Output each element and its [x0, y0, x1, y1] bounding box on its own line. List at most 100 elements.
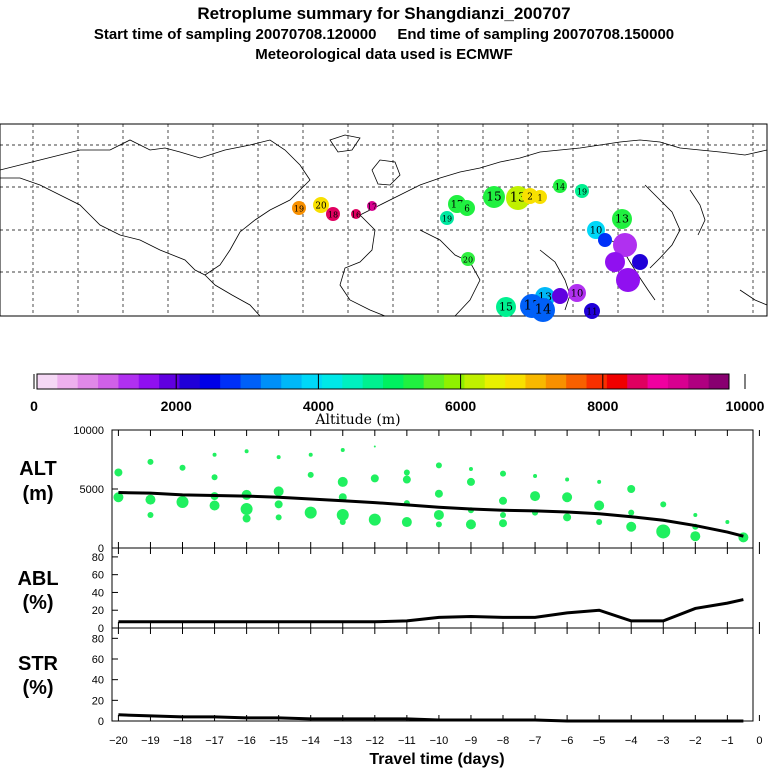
colorbar-cell [37, 374, 58, 389]
map-marker [616, 268, 640, 292]
str-ylabel-2: (%) [22, 677, 53, 699]
alt-point [433, 509, 444, 520]
x-tick-label: −4 [625, 735, 638, 747]
alt-point [465, 519, 476, 530]
alt-point [273, 486, 284, 497]
map-marker [531, 298, 555, 322]
colorbar-cell [505, 374, 526, 389]
map-marker [326, 207, 340, 221]
colorbar-cell [606, 374, 628, 389]
x-tick-label: −15 [269, 735, 288, 747]
colorbar-cell [118, 374, 140, 389]
map-marker [584, 303, 600, 319]
alt-point [725, 520, 730, 525]
alt-point [435, 521, 442, 528]
alt-point [627, 485, 636, 493]
colorbar-cell [708, 374, 730, 389]
colorbar-cell [403, 374, 425, 389]
colorbar-cells [37, 374, 730, 389]
alt-points [113, 445, 749, 543]
colorbar-cell [281, 374, 303, 389]
alt-point [373, 445, 376, 448]
alt-point [533, 474, 538, 479]
map-marker [496, 297, 516, 317]
colorbar-cell [342, 374, 364, 389]
map-marker-label: 15 [499, 301, 513, 314]
map-marker [313, 197, 329, 213]
str-ytick-label: 60 [92, 654, 104, 666]
x-tick-label: −11 [398, 735, 416, 747]
map-marker-label: 18 [328, 211, 338, 220]
x-tick-label: −14 [301, 735, 320, 747]
alt-point [466, 477, 475, 486]
x-tick-label: −12 [365, 735, 384, 747]
alt-point [401, 517, 412, 528]
alt-point [628, 509, 635, 516]
colorbar-tick-label: 10000 [726, 398, 765, 414]
colorbar-cell [627, 374, 649, 389]
map-marker [598, 233, 612, 247]
x-tick-label: −6 [561, 735, 574, 747]
alt-point [500, 470, 507, 477]
map-marker [483, 186, 505, 208]
alt-point [499, 496, 508, 505]
map-marker [575, 184, 589, 198]
alt-point [274, 500, 283, 509]
alt-point [340, 448, 345, 453]
map-marker-label: 2 [527, 193, 533, 203]
colorbar-cell [159, 374, 180, 389]
colorbar-cell [260, 374, 282, 389]
x-tick-label: −17 [205, 735, 224, 747]
colorbar-cell [545, 374, 567, 389]
abl-ylabel-1: ABL [17, 568, 58, 590]
colorbar-cell [484, 374, 506, 389]
sampling-times: Start time of sampling 20070708.120000 E… [93, 26, 675, 43]
alt-point [530, 491, 541, 502]
x-tick-label: −13 [333, 735, 352, 747]
alt-point [660, 501, 667, 508]
abl-ytick-label: 20 [92, 605, 104, 617]
alt-point [212, 452, 217, 457]
alt-point [113, 492, 124, 503]
colorbar-cell [321, 374, 343, 389]
retroplume-markers: 1920181617191761513211419201013111015141… [292, 179, 648, 322]
alt-point [690, 531, 701, 542]
colorbar-cell [383, 374, 404, 389]
str-ytick-label: 20 [92, 695, 104, 707]
str-ytick-label: 0 [98, 716, 104, 728]
x-tick-label: −7 [529, 735, 542, 747]
map-marker [612, 209, 632, 229]
map-marker-label: 19 [442, 215, 452, 224]
alt-point [211, 474, 218, 481]
colorbar-cell [423, 374, 445, 389]
map-marker [613, 233, 637, 257]
alt-point [435, 462, 442, 469]
str-ytick-label: 40 [92, 675, 104, 687]
x-tick-label: −8 [497, 735, 510, 747]
x-tick-label: −5 [593, 735, 606, 747]
abl-ytick-label: 40 [92, 587, 104, 599]
x-tick-label: −16 [237, 735, 256, 747]
alt-point [336, 508, 349, 521]
map-marker-label: 17 [451, 200, 464, 211]
alt-point [563, 513, 572, 522]
alt-point [656, 524, 671, 539]
colorbar-cell [566, 374, 588, 389]
abl-ytick-label: 60 [92, 570, 104, 582]
x-tick-label: −9 [465, 735, 478, 747]
alt-point [145, 494, 156, 505]
x-tick-label: −3 [657, 735, 670, 747]
alt-point [307, 471, 314, 478]
x-tick-label: −1 [721, 735, 734, 747]
colorbar-cell [240, 374, 262, 389]
map-marker [632, 254, 648, 270]
alt-ylabel-2: (m) [22, 483, 53, 505]
alt-point [304, 506, 317, 519]
colorbar-cell [647, 374, 669, 389]
alt-ytick-label: 5000 [80, 484, 104, 496]
map-marker [459, 200, 475, 216]
alt-point [147, 458, 154, 465]
alt-point [468, 466, 473, 471]
abl-ytick-label: 80 [92, 552, 104, 564]
